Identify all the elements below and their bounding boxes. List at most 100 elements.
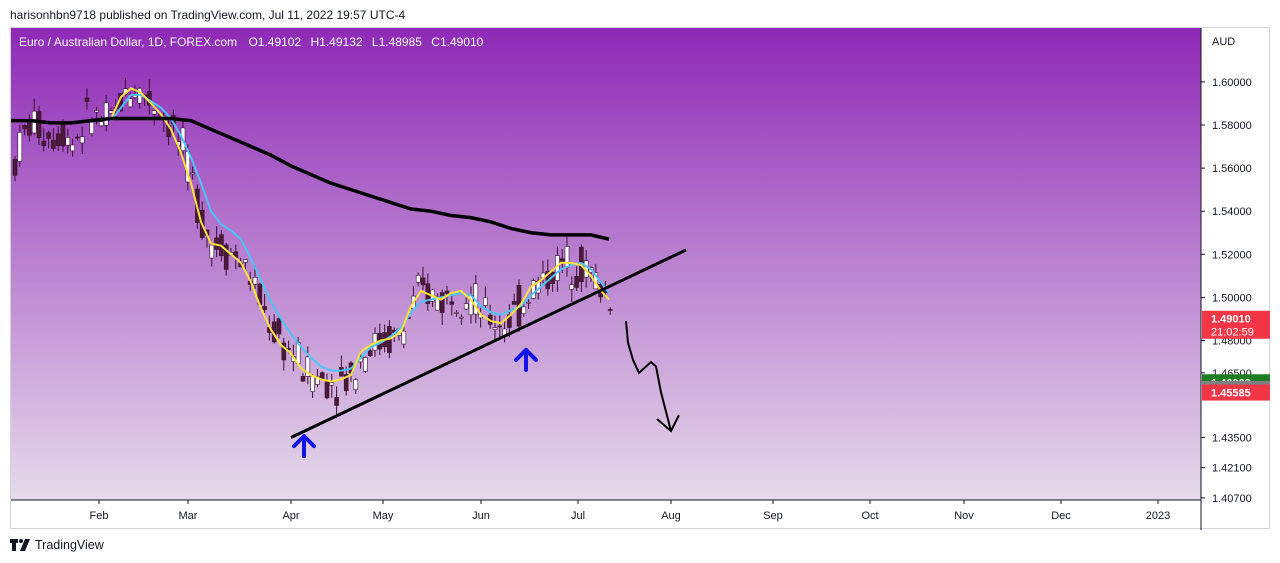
candle-body [27, 121, 32, 136]
candle-body [559, 258, 565, 262]
trendline [290, 248, 687, 439]
candle-body [36, 111, 42, 139]
candle-body [315, 375, 320, 385]
candle-body [511, 301, 517, 305]
candle-body [574, 276, 579, 288]
ma-slow-line [11, 116, 610, 241]
candle-body [243, 259, 248, 263]
candle-body [262, 306, 267, 310]
candle-body [190, 172, 195, 175]
footer: TradingView [10, 538, 104, 552]
symbol-title: Euro / Australian Dollar, 1D, FOREX.com … [19, 35, 484, 49]
candle-body [435, 296, 440, 311]
candle-body [526, 301, 531, 304]
x-tick-label: May [373, 510, 394, 522]
tradingview-logo-icon [10, 539, 30, 551]
candle-body [151, 110, 157, 115]
forecast-arrow-head-icon [656, 414, 680, 433]
candle-body [281, 342, 287, 361]
published-text: harisonhbn9718 published on TradingView.… [10, 8, 406, 22]
chart-panel[interactable]: Euro / Australian Dollar, 1D, FOREX.com … [10, 27, 1271, 530]
candle-body [55, 133, 61, 146]
candle-body [521, 306, 527, 314]
candle-body [300, 376, 306, 382]
candle-body [70, 144, 75, 152]
candle-body [564, 246, 570, 268]
candle-body [223, 244, 229, 270]
annotations-group [290, 248, 687, 459]
ohlc-low: L1.48985 [372, 35, 422, 49]
currency-label: AUD [1212, 36, 1235, 48]
price-axis[interactable]: 1.60000 1.58000 1.56000 1.54000 1.52000 1.500… [1201, 36, 1252, 505]
price-label-text: 1.49010 [1211, 314, 1251, 326]
y-tick-label: 1.54000 [1212, 206, 1252, 218]
y-tick-label: 1.50000 [1212, 292, 1252, 304]
candle-body [339, 367, 344, 377]
arrow-up-icon [292, 434, 316, 459]
tradingview-logo-text: TradingView [35, 538, 104, 552]
candle-body [17, 132, 23, 162]
candle-body [334, 396, 339, 406]
candle-body [607, 309, 613, 311]
candle-body [51, 139, 56, 149]
y-tick-label: 1.56000 [1212, 163, 1252, 175]
x-tick-label: Jul [571, 510, 585, 522]
candle-body [41, 140, 47, 147]
ohlc-open: O1.49102 [248, 35, 301, 49]
candle-body [569, 284, 575, 290]
price-label-box [1202, 384, 1270, 401]
time-axis[interactable]: Feb Mar Apr May Jun Jul Aug Sep Oct Nov Dec 2023 [90, 500, 1171, 522]
candle-body [209, 244, 215, 259]
x-tick-label: Apr [282, 510, 299, 522]
x-tick-label: Oct [861, 510, 878, 522]
ma-cyan-line [110, 93, 610, 372]
x-tick-label: Aug [661, 510, 681, 522]
candle-body [343, 374, 349, 392]
candle-body [132, 95, 138, 98]
candle-body [305, 356, 311, 377]
candle-body [324, 381, 330, 399]
forecast-path [625, 321, 672, 432]
y-tick-label: 1.42100 [1212, 463, 1252, 475]
candle-body [449, 301, 455, 305]
y-tick-label: 1.40700 [1212, 493, 1252, 505]
candle-body [127, 98, 133, 108]
candle-body [415, 275, 421, 283]
y-tick-label: 1.52000 [1212, 249, 1252, 261]
candle-body [463, 303, 469, 310]
candle-body [329, 382, 335, 386]
y-tick-label: 1.43500 [1212, 432, 1252, 444]
x-tick-label: Jun [472, 510, 490, 522]
candle-body [60, 122, 66, 147]
ohlc-high: H1.49132 [311, 35, 363, 49]
candle-body [492, 327, 498, 330]
ma-yellow-line [110, 87, 610, 383]
candle-body [84, 97, 90, 102]
candle-body [89, 121, 95, 134]
candle-body [94, 110, 99, 113]
candle-body [276, 318, 282, 335]
candle-body [22, 125, 27, 130]
chart-svg[interactable]: Euro / Australian Dollar, 1D, FOREX.com … [11, 28, 1271, 530]
candle-body [439, 292, 445, 314]
published-header: harisonhbn9718 published on TradingView.… [10, 8, 405, 22]
candle-body [99, 121, 104, 127]
candle-body [353, 379, 359, 390]
x-tick-label: 2023 [1146, 510, 1170, 522]
y-tick-label: 1.60000 [1212, 77, 1252, 89]
candle-body [75, 136, 80, 139]
price-label-text: 1.45585 [1211, 388, 1251, 400]
x-tick-label: Mar [179, 510, 198, 522]
candle-body [108, 110, 114, 114]
candle-body [65, 137, 71, 146]
x-tick-label: Nov [954, 510, 974, 522]
candle-body [420, 277, 426, 286]
candle-body [367, 350, 373, 357]
candle-body [363, 357, 368, 372]
candle-body [483, 297, 488, 306]
candle-body [531, 280, 536, 299]
candle-body [79, 136, 85, 144]
candle-body [46, 132, 51, 139]
ohlc-close: C1.49010 [431, 35, 483, 49]
